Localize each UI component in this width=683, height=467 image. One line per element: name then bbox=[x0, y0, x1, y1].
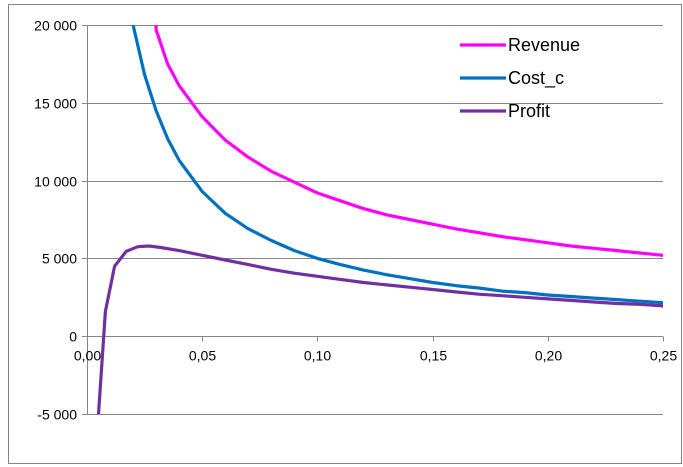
series-line-cost-c bbox=[131, 25, 663, 305]
y-tick-label-3: 5 000 bbox=[42, 251, 77, 267]
y-tick-label-2: 10 000 bbox=[34, 174, 77, 190]
y-tick-label-5: -5 000 bbox=[37, 407, 77, 423]
x-tick-label-3: 0,15 bbox=[420, 348, 447, 364]
x-tick-label-5: 0,25 bbox=[650, 348, 677, 364]
x-tick-label-0: 0,00 bbox=[74, 348, 101, 364]
y-tick-label-4: 0 bbox=[69, 329, 77, 345]
series-line-revenue bbox=[154, 25, 663, 257]
x-tick-label-2: 0,10 bbox=[304, 348, 331, 364]
y-tick-label-0: 20 000 bbox=[34, 18, 77, 34]
legend-label-cost-c: Cost_c bbox=[508, 68, 564, 89]
chart-border bbox=[8, 4, 682, 464]
x-tick-label-1: 0,05 bbox=[189, 348, 216, 364]
legend-label-profit: Profit bbox=[508, 101, 550, 121]
x-tick-label-4: 0,20 bbox=[535, 348, 562, 364]
series-group bbox=[96, 25, 663, 414]
series-line-profit bbox=[96, 244, 663, 414]
y-tick-label-1: 15 000 bbox=[34, 96, 77, 112]
legend-label-revenue: Revenue bbox=[508, 35, 580, 55]
